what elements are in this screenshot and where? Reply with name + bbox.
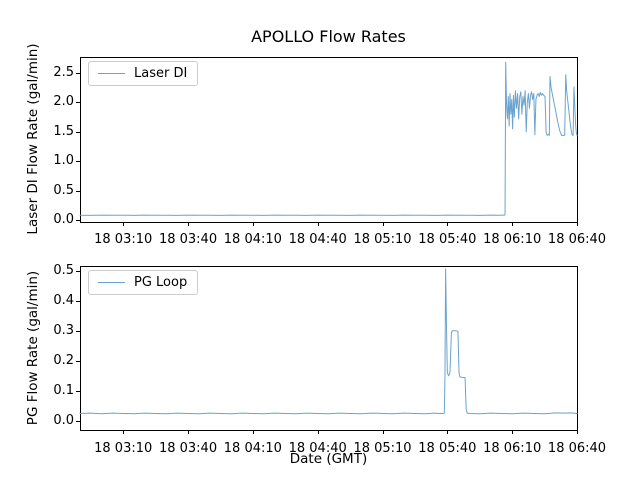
y-tick-label: 1.5	[53, 123, 74, 139]
x-axis-label: Date (GMT)	[289, 451, 368, 467]
axes-frame	[80, 57, 578, 223]
x-tick-label: 18 04:10	[223, 441, 282, 456]
y-tick-label: 2.0	[53, 94, 74, 110]
legend-laser-di: Laser DI	[88, 61, 199, 86]
data-line-pg-loop	[79, 268, 578, 415]
x-tick-label: 18 06:40	[547, 441, 607, 456]
legend-label: Laser DI	[134, 66, 188, 81]
x-tick-label: 18 03:40	[158, 232, 218, 247]
y-tick-label: 0.4	[53, 292, 74, 308]
x-tick-label: 18 03:10	[94, 232, 153, 247]
x-tick-label: 18 04:40	[288, 232, 347, 247]
x-tick-label: 18 03:10	[94, 441, 153, 456]
chart-title: APOLLO Flow Rates	[251, 27, 406, 46]
legend-label: PG Loop	[134, 275, 188, 290]
y-tick-label: 0.3	[53, 322, 74, 338]
y-tick-label: 0.1	[53, 382, 74, 398]
axes-frame	[80, 266, 578, 431]
x-tick-label: 18 05:10	[353, 232, 412, 247]
x-tick-label: 18 06:10	[483, 441, 542, 456]
y-tick-label: 1.0	[53, 153, 74, 169]
y-tick-label: 0.0	[53, 212, 74, 228]
x-tick-label: 18 03:40	[158, 441, 218, 456]
y-tick-label: 0.5	[53, 262, 74, 278]
legend-line-sample	[98, 73, 125, 74]
x-tick-label: 18 04:10	[223, 232, 282, 247]
y-tick-label: 0.0	[53, 412, 74, 428]
y-tick-label: 0.2	[53, 352, 74, 368]
x-tick-label: 18 05:40	[418, 441, 477, 456]
x-tick-label: 18 06:40	[547, 232, 607, 247]
x-tick-label: 18 04:40	[288, 441, 347, 456]
legend-line-sample	[98, 282, 125, 283]
legend-pg-loop: PG Loop	[88, 270, 199, 295]
x-tick-label: 18 05:40	[418, 232, 477, 247]
y-tick-label: 0.5	[53, 182, 74, 198]
x-tick-label: 18 06:10	[483, 232, 542, 247]
y-tick-label: 2.5	[53, 64, 74, 80]
data-line-laser-di	[79, 61, 578, 216]
x-tick-label: 18 05:10	[353, 441, 412, 456]
